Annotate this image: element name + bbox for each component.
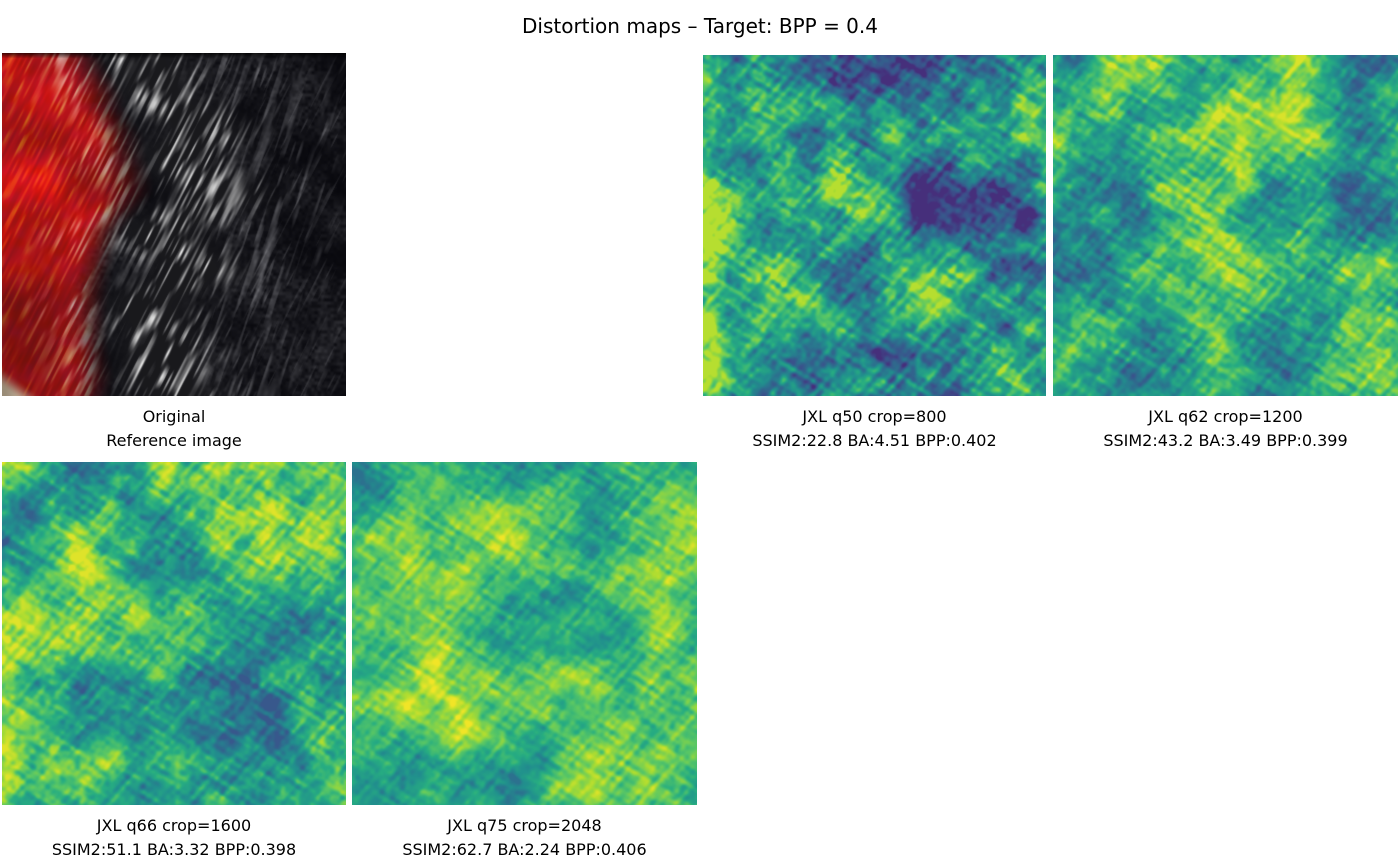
- caption-metrics: Reference image: [106, 431, 242, 450]
- distortion-map-q66: [2, 462, 346, 805]
- panel-jxl-q62-caption: JXL q62 crop=1200 SSIM2:43.2 BA:3.49 BPP…: [1103, 405, 1347, 453]
- distortion-map-q62: [1053, 55, 1398, 396]
- panel-jxl-q66: JXL q66 crop=1600 SSIM2:51.1 BA:3.32 BPP…: [2, 462, 346, 859]
- panel-jxl-q50-caption: JXL q50 crop=800 SSIM2:22.8 BA:4.51 BPP:…: [752, 405, 996, 453]
- distortion-map-q75: [352, 462, 697, 805]
- caption-metrics: SSIM2:43.2 BA:3.49 BPP:0.399: [1103, 431, 1348, 450]
- panel-jxl-q66-caption: JXL q66 crop=1600 SSIM2:51.1 BA:3.32 BPP…: [52, 814, 296, 862]
- panel-original-caption: Original Reference image: [106, 405, 242, 453]
- panel-jxl-q50: JXL q50 crop=800 SSIM2:22.8 BA:4.51 BPP:…: [703, 55, 1046, 450]
- original-reference-image: [2, 53, 346, 396]
- caption-metrics: SSIM2:22.8 BA:4.51 BPP:0.402: [752, 431, 997, 450]
- distortion-map-q50: [703, 55, 1046, 396]
- figure-title: Distortion maps – Target: BPP = 0.4: [521, 14, 878, 38]
- caption-title: JXL q75 crop=2048: [447, 816, 602, 835]
- caption-title: Original: [142, 407, 206, 426]
- panel-jxl-q75-caption: JXL q75 crop=2048 SSIM2:62.7 BA:2.24 BPP…: [402, 814, 646, 862]
- panel-original: Original Reference image: [2, 53, 346, 450]
- caption-metrics: SSIM2:51.1 BA:3.32 BPP:0.398: [51, 840, 297, 859]
- panel-jxl-q62: JXL q62 crop=1200 SSIM2:43.2 BA:3.49 BPP…: [1053, 55, 1398, 450]
- caption-title: JXL q62 crop=1200: [1148, 407, 1303, 426]
- caption-metrics: SSIM2:62.7 BA:2.24 BPP:0.406: [402, 840, 647, 859]
- caption-title: JXL q66 crop=1600: [96, 816, 252, 835]
- caption-title: JXL q50 crop=800: [802, 407, 947, 426]
- panel-jxl-q75: JXL q75 crop=2048 SSIM2:62.7 BA:2.24 BPP…: [352, 462, 697, 859]
